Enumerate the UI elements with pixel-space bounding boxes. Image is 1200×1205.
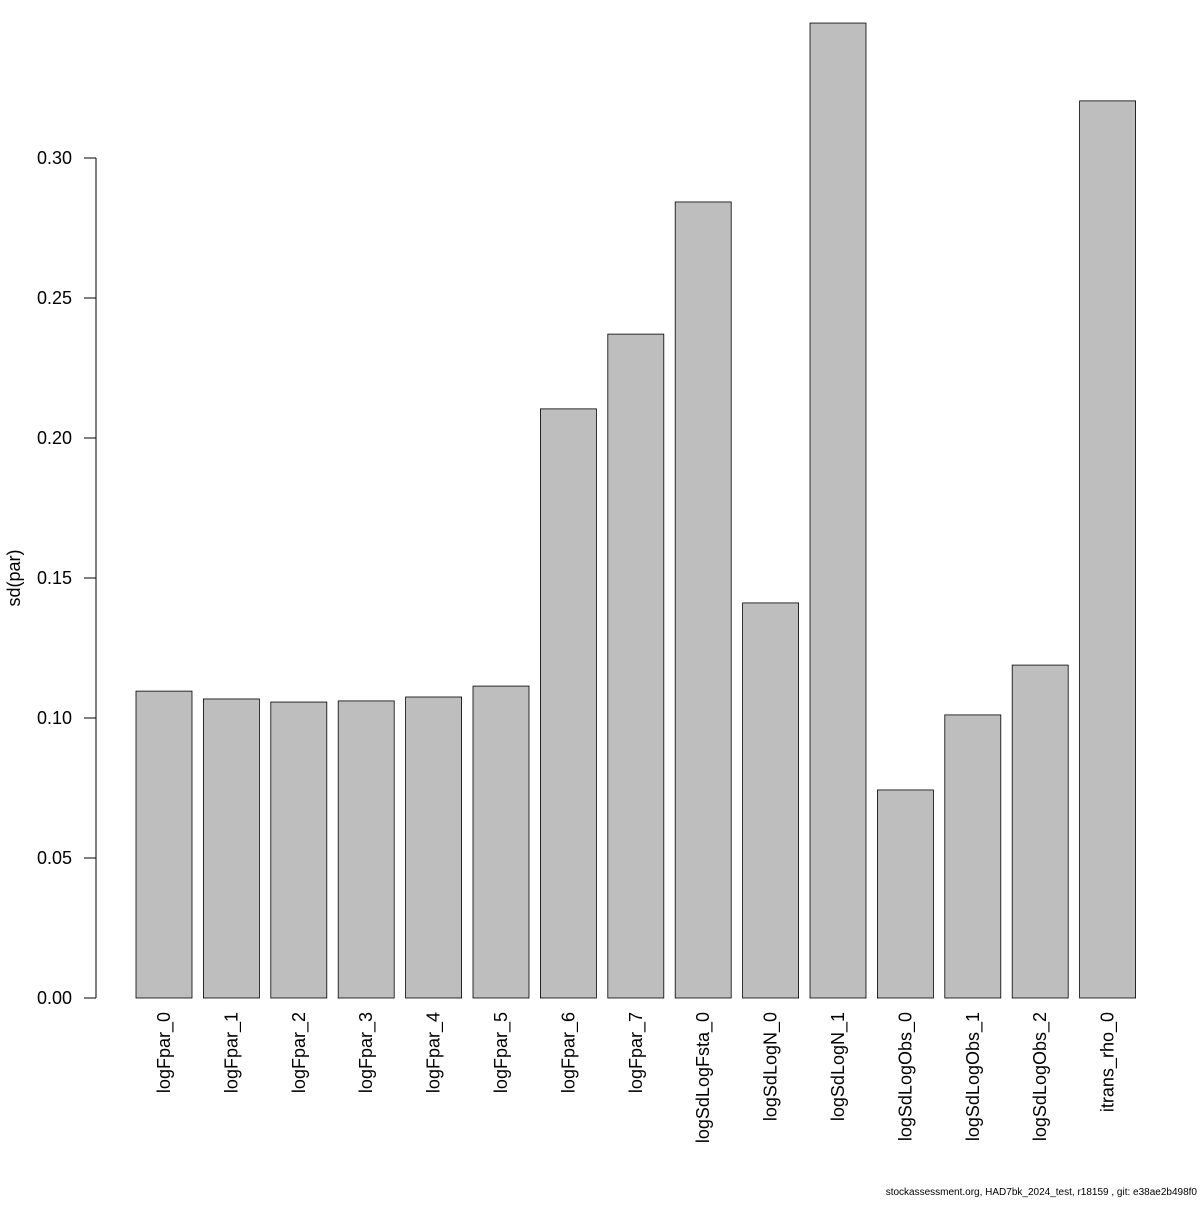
x-tick-label: logSdLogObs_0: [895, 1012, 916, 1141]
bar-logFpar_1: [203, 699, 259, 998]
y-tick-label: 0.10: [37, 708, 72, 728]
x-tick-label: logFpar_6: [558, 1012, 579, 1093]
footer-caption: stockassessment.org, HAD7bk_2024_test, r…: [886, 1187, 1197, 1198]
bar-logSdLogObs_1: [945, 715, 1001, 998]
bar-logSdLogObs_0: [877, 790, 933, 998]
bar-logFpar_7: [608, 334, 664, 998]
bar-logSdLogObs_2: [1012, 665, 1068, 998]
x-tick-labels: logFpar_0 logFpar_1 logFpar_2 logFpar_3 logF…: [154, 1012, 1119, 1143]
y-tick-label: 0.00: [37, 988, 72, 1008]
y-axis-label: sd(par): [4, 549, 24, 606]
y-tick-label: 0.15: [37, 568, 72, 588]
x-tick-label: logFpar_7: [626, 1012, 647, 1093]
x-tick-label: logFpar_2: [289, 1012, 310, 1093]
bars: [136, 23, 1136, 998]
bar-logFpar_4: [406, 697, 462, 998]
x-tick-label: logFpar_5: [491, 1012, 512, 1093]
bar-logFpar_5: [473, 686, 529, 998]
bar-logFpar_6: [540, 409, 596, 998]
x-tick-label: logSdLogFsta_0: [693, 1012, 714, 1143]
bar-logFpar_3: [338, 701, 394, 998]
x-tick-label: itrans_rho_0: [1098, 1012, 1119, 1112]
bar-logSdLogN_0: [743, 603, 799, 998]
x-tick-label: logFpar_0: [154, 1012, 175, 1093]
x-tick-label: logFpar_3: [356, 1012, 377, 1093]
y-tick-label: 0.20: [37, 428, 72, 448]
x-tick-label: logFpar_1: [221, 1012, 242, 1093]
y-tick-label: 0.05: [37, 848, 72, 868]
bar-itrans_rho_0: [1080, 101, 1136, 998]
x-tick-label: logFpar_4: [424, 1012, 445, 1093]
bar-logSdLogFsta_0: [675, 202, 731, 998]
y-axis: 0.00 0.05 0.10 0.15 0.20 0.25 0.30: [37, 148, 96, 1008]
x-tick-label: logSdLogN_0: [761, 1012, 782, 1121]
bar-logSdLogN_1: [810, 23, 866, 998]
y-tick-label: 0.25: [37, 288, 72, 308]
x-tick-label: logSdLogObs_2: [1030, 1012, 1051, 1141]
bar-logFpar_2: [271, 702, 327, 998]
y-tick-label: 0.30: [37, 148, 72, 168]
bar-logFpar_0: [136, 691, 192, 998]
x-tick-label: logSdLogN_1: [828, 1012, 849, 1121]
x-tick-label: logSdLogObs_1: [963, 1012, 984, 1141]
